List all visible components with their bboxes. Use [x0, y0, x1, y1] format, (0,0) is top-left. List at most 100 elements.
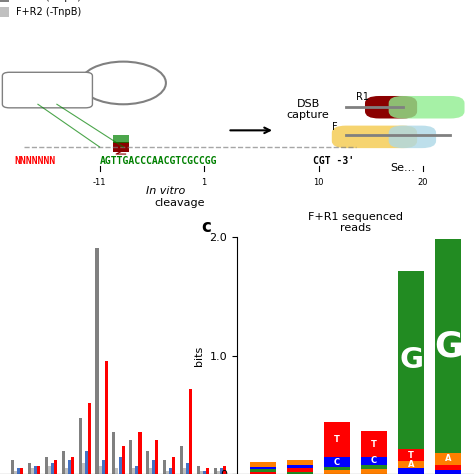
Bar	[34, 465, 37, 474]
Text: 20: 20	[418, 178, 428, 187]
Text: capture: capture	[287, 110, 329, 120]
Bar	[136, 465, 138, 474]
Text: DSB: DSB	[296, 99, 320, 109]
Bar	[101, 460, 105, 474]
Bar	[250, 472, 276, 474]
Bar	[361, 465, 387, 469]
Bar	[105, 361, 108, 474]
Bar	[155, 440, 158, 474]
Text: C: C	[334, 458, 340, 466]
Bar	[435, 465, 461, 470]
Bar	[166, 471, 169, 474]
Bar	[250, 467, 276, 469]
Bar	[138, 432, 142, 474]
Bar	[116, 468, 118, 474]
Bar	[129, 440, 132, 474]
Bar	[112, 432, 116, 474]
Bar	[51, 463, 54, 474]
FancyBboxPatch shape	[113, 142, 129, 152]
Bar	[250, 469, 276, 472]
Bar	[287, 465, 313, 468]
Bar	[62, 451, 64, 474]
Bar	[64, 468, 68, 474]
Bar	[435, 470, 461, 474]
Bar	[435, 239, 461, 453]
Text: G: G	[434, 329, 463, 363]
FancyBboxPatch shape	[365, 96, 417, 118]
Bar	[88, 403, 91, 474]
Bar	[214, 468, 217, 474]
Bar	[398, 271, 424, 449]
Bar	[398, 468, 424, 474]
Bar	[180, 446, 183, 474]
Text: 10: 10	[313, 178, 324, 187]
FancyBboxPatch shape	[389, 96, 465, 118]
Text: T: T	[408, 451, 414, 459]
Text: In vitro: In vitro	[146, 186, 185, 196]
FancyBboxPatch shape	[389, 126, 436, 148]
Title: F+R1 sequenced
reads: F+R1 sequenced reads	[308, 212, 403, 233]
Legend: F+R1, F+R2, F+R1 (-TnpB), F+R2 (-TnpB): F+R1, F+R2, F+R1 (-TnpB), F+R2 (-TnpB)	[0, 0, 85, 21]
Text: G: G	[399, 346, 423, 374]
Bar	[99, 465, 101, 474]
Bar	[48, 465, 51, 474]
Text: 1: 1	[201, 178, 207, 187]
Bar	[197, 465, 200, 474]
Bar	[223, 465, 226, 474]
Bar	[121, 446, 125, 474]
Bar	[287, 472, 313, 474]
Bar	[398, 449, 424, 461]
Bar	[14, 471, 17, 474]
Text: NNNNNNN: NNNNNNN	[14, 156, 55, 166]
Bar	[17, 468, 20, 474]
Bar	[45, 457, 48, 474]
Text: Se...: Se...	[391, 163, 415, 173]
Bar	[435, 453, 461, 465]
Bar	[31, 468, 34, 474]
Bar	[28, 463, 31, 474]
Bar	[206, 468, 209, 474]
Text: A: A	[445, 454, 451, 463]
Bar	[186, 463, 189, 474]
Text: T: T	[334, 435, 340, 444]
Bar	[324, 422, 350, 457]
Bar	[37, 465, 40, 474]
Bar	[183, 468, 186, 474]
Bar	[361, 469, 387, 474]
Bar	[71, 457, 74, 474]
Bar	[173, 457, 175, 474]
Bar	[54, 460, 57, 474]
Bar	[287, 468, 313, 472]
Bar	[324, 457, 350, 467]
Bar	[152, 460, 155, 474]
Bar	[118, 457, 121, 474]
Bar	[287, 460, 313, 465]
Bar	[163, 460, 166, 474]
Text: F: F	[332, 122, 337, 132]
Bar	[361, 457, 387, 465]
Bar	[250, 462, 276, 467]
FancyBboxPatch shape	[2, 72, 92, 108]
Bar	[217, 471, 220, 474]
Bar	[82, 463, 85, 474]
Bar	[324, 467, 350, 470]
FancyBboxPatch shape	[332, 126, 417, 148]
Text: cleavage: cleavage	[155, 198, 205, 208]
Bar	[146, 451, 149, 474]
Text: c: c	[201, 218, 211, 236]
Bar	[149, 468, 152, 474]
Bar	[79, 418, 82, 474]
Bar	[189, 389, 192, 474]
Bar	[220, 468, 223, 474]
Text: A: A	[408, 460, 414, 469]
Text: T: T	[371, 440, 377, 449]
Bar	[361, 431, 387, 457]
Bar	[200, 471, 203, 474]
Bar	[68, 460, 71, 474]
Bar	[169, 468, 173, 474]
Text: C: C	[371, 456, 377, 465]
Bar	[324, 470, 350, 474]
Bar	[95, 248, 99, 474]
Bar	[85, 451, 88, 474]
Text: -11: -11	[93, 178, 106, 187]
